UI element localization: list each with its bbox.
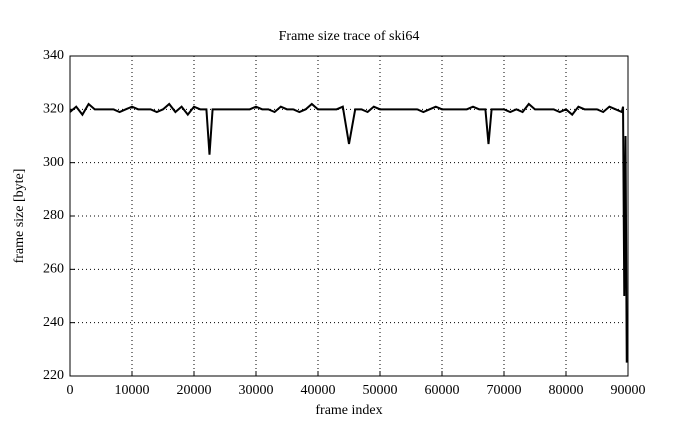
x-tick-label: 60000 xyxy=(425,383,460,398)
plot-frame xyxy=(69,55,629,377)
x-tick-label: 80000 xyxy=(549,383,584,398)
y-axis-label: frame size [byte] xyxy=(12,169,27,264)
x-tick-label: 20000 xyxy=(177,383,212,398)
x-tick-label: 50000 xyxy=(363,383,398,398)
x-tick-label: 0 xyxy=(67,383,74,398)
x-tick-label: 30000 xyxy=(239,383,274,398)
x-tick-label: 40000 xyxy=(301,383,336,398)
y-tick-label: 280 xyxy=(43,208,64,223)
x-axis-label: frame index xyxy=(315,403,382,418)
y-tick-label: 320 xyxy=(43,102,64,117)
x-tick-label: 70000 xyxy=(487,383,522,398)
chart-title: Frame size trace of ski64 xyxy=(279,29,420,44)
y-tick-label: 260 xyxy=(43,262,64,277)
y-tick-label: 300 xyxy=(43,155,64,170)
x-tick-label: 10000 xyxy=(115,383,150,398)
data-line xyxy=(69,102,628,363)
y-tick-label: 340 xyxy=(43,48,64,63)
y-tick-label: 240 xyxy=(43,315,64,330)
x-tick-label: 90000 xyxy=(611,383,646,398)
y-tick-label: 220 xyxy=(43,368,64,383)
